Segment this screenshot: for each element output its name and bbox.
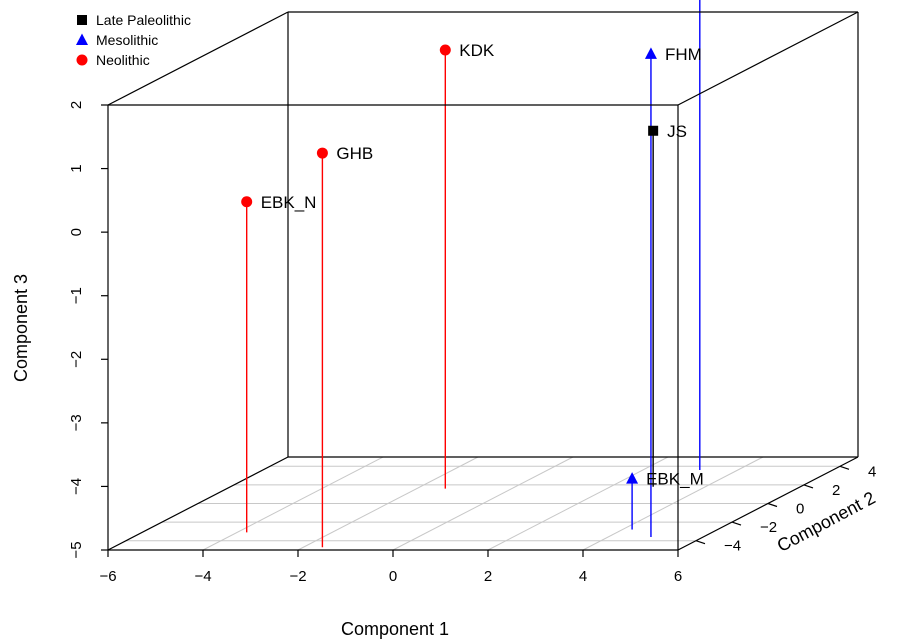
z-tick-label: −2 [68, 351, 85, 368]
x-tick-label: −4 [194, 568, 211, 585]
y-tick [803, 484, 814, 489]
z-axis-title: Component 3 [11, 274, 31, 382]
y-tick [695, 540, 706, 545]
y-axis-title: Component 2 [774, 488, 879, 556]
point-label: GHB [336, 144, 373, 163]
x-tick-label: −6 [99, 568, 116, 585]
data-point-square [648, 125, 659, 136]
data-point-circle [241, 196, 253, 208]
y-tick-label: 2 [832, 482, 840, 499]
data-point-circle [439, 44, 451, 56]
box-edge [107, 11, 289, 106]
plot-box-back [107, 12, 858, 551]
legend-label: Late Paleolithic [96, 12, 191, 28]
x-axis-title: Component 1 [341, 619, 449, 639]
z-tick-label: 2 [68, 101, 85, 109]
z-tick-label: −5 [68, 541, 85, 558]
data-point-triangle [626, 472, 639, 484]
point-label: KDK [459, 41, 495, 60]
box-edge [107, 456, 289, 551]
z-tick-label: 1 [68, 164, 85, 172]
x-tick-label: −2 [289, 568, 306, 585]
point-label: EBK_N [261, 193, 317, 212]
point-label: FHM [665, 45, 702, 64]
legend-marker-triangle [76, 33, 88, 45]
y-tick-label: 0 [796, 501, 804, 518]
legend-label: Neolithic [96, 52, 150, 68]
plot-box-front [107, 11, 859, 551]
legend-marker-circle [76, 54, 88, 66]
data-point-circle [316, 147, 328, 159]
y-tick [839, 465, 850, 470]
floor-grid [126, 456, 840, 551]
point-label: EBK_M [646, 470, 704, 489]
legend-marker-square [77, 15, 87, 25]
legend-label: Mesolithic [96, 32, 158, 48]
x-tick-label: 0 [389, 568, 397, 585]
x-tick-label: 2 [484, 568, 492, 585]
legend: Late Paleolithic Mesolithic Neolithic [76, 12, 191, 68]
y-tick [731, 521, 742, 526]
z-tick-label: −1 [68, 287, 85, 304]
axis-ticks: −6 −4 −2 0 2 4 6 −5 −4 −3 −2 −1 0 1 2 −4 −2 0 2 4 [68, 101, 876, 585]
drop-lines [245, 0, 701, 548]
y-tick-label: 4 [868, 463, 876, 480]
z-tick-label: 0 [68, 228, 85, 236]
y-tick-label: −4 [724, 538, 741, 555]
data-point-triangle [644, 47, 657, 59]
box-edge [677, 11, 859, 106]
x-tick-label: 4 [579, 568, 587, 585]
y-tick [767, 502, 778, 508]
z-tick-label: −3 [68, 414, 85, 431]
x-tick-label: 6 [674, 568, 682, 585]
y-tick-label: −2 [760, 519, 777, 536]
z-tick-label: −4 [68, 478, 85, 495]
point-label: JS [667, 122, 687, 141]
